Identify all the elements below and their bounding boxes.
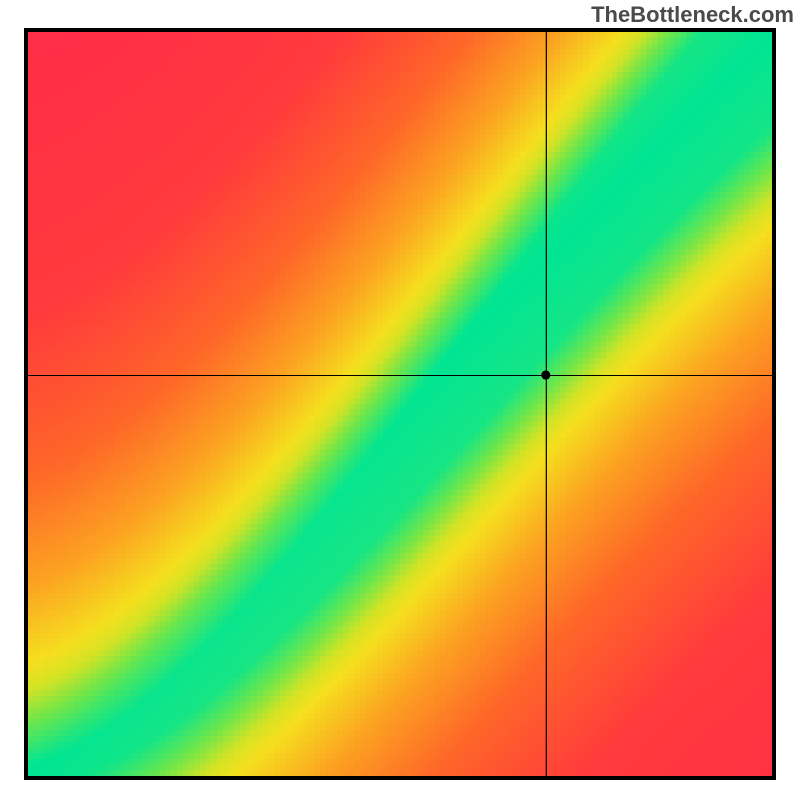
watermark-label: TheBottleneck.com (591, 2, 794, 28)
chart-container: TheBottleneck.com (0, 0, 800, 800)
overlay-canvas (28, 32, 772, 776)
